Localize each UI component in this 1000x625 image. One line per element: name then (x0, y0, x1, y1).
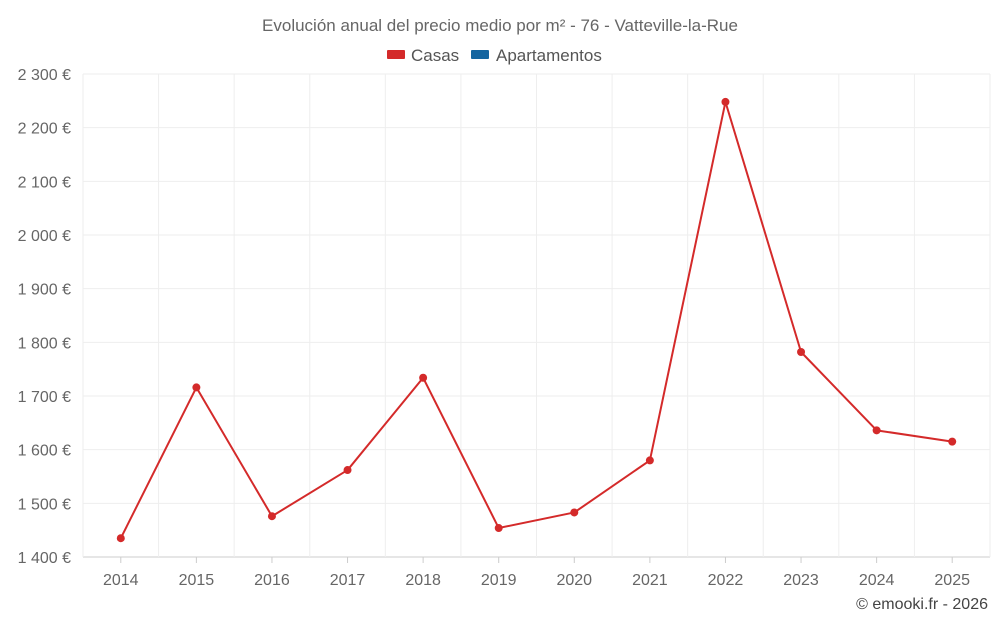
y-tick-label: 1 400 € (18, 550, 71, 567)
x-tick-label: 2014 (103, 572, 139, 589)
y-axis-ticks: 1 400 € 1 500 € 1 600 € 1 700 € 1 800 € 1 900… (18, 67, 71, 567)
y-tick-label: 2 300 € (18, 67, 71, 84)
x-gridlines (82, 74, 991, 557)
x-tick-label: 2020 (556, 572, 592, 589)
data-point[interactable] (721, 97, 730, 106)
y-tick-label: 2 000 € (18, 228, 71, 245)
series-line-casas (119, 100, 953, 539)
legend-swatch-casas[interactable] (387, 50, 405, 59)
data-point[interactable] (116, 534, 125, 543)
data-point[interactable] (192, 383, 201, 392)
y-tick-label: 2 200 € (18, 121, 71, 138)
credit-text: © emooki.fr - 2026 (856, 596, 988, 613)
data-point[interactable] (645, 456, 654, 465)
x-tick-label: 2025 (934, 572, 970, 589)
x-tick-label: 2016 (254, 572, 290, 589)
data-point[interactable] (872, 426, 881, 435)
legend-label-casas[interactable]: Casas (411, 46, 459, 65)
x-tick-label: 2023 (783, 572, 819, 589)
chart-title: Evolución anual del precio medio por m² … (262, 16, 738, 35)
data-point[interactable] (570, 508, 579, 517)
y-tick-label: 1 900 € (18, 282, 71, 299)
data-point[interactable] (419, 373, 428, 382)
data-point[interactable] (343, 466, 352, 475)
x-tick-label: 2024 (859, 572, 895, 589)
data-point[interactable] (797, 347, 806, 356)
legend-swatch-apartamentos[interactable] (471, 50, 489, 59)
legend-label-apartamentos[interactable]: Apartamentos (496, 46, 602, 65)
x-axis-ticks: 2014 2015 2016 2017 2018 2019 2020 2021 2022 2023… (103, 557, 970, 589)
x-tick-label: 2022 (708, 572, 744, 589)
x-tick-label: 2015 (179, 572, 215, 589)
data-point[interactable] (494, 524, 503, 533)
x-tick-label: 2017 (330, 572, 366, 589)
chart-legend[interactable]: Casas Apartamentos (387, 46, 602, 65)
data-point[interactable] (948, 437, 957, 446)
x-tick-label: 2021 (632, 572, 668, 589)
y-tick-label: 1 600 € (18, 443, 71, 460)
y-tick-label: 1 800 € (18, 335, 71, 352)
data-point[interactable] (267, 512, 276, 521)
x-tick-label: 2019 (481, 572, 517, 589)
y-tick-label: 1 500 € (18, 496, 71, 513)
series-layer (116, 97, 957, 543)
x-tick-label: 2018 (405, 572, 441, 589)
y-tick-label: 1 700 € (18, 389, 71, 406)
y-tick-label: 2 100 € (18, 174, 71, 191)
